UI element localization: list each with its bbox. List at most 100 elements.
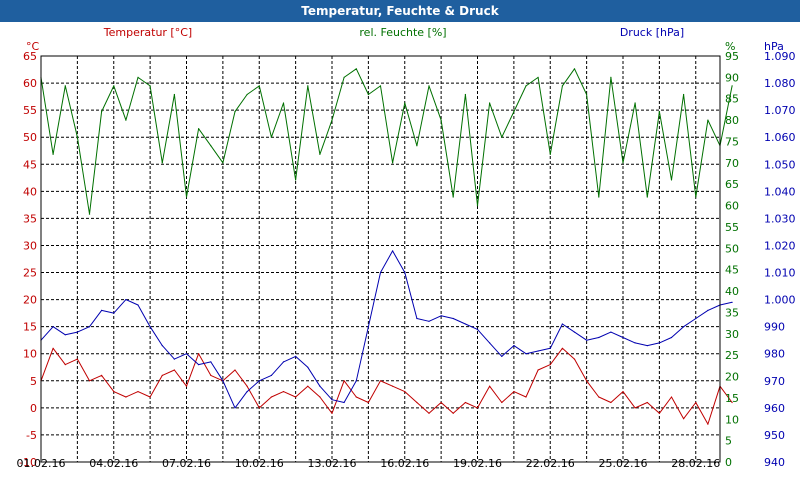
data-point-humidity-20 xyxy=(282,102,285,104)
data-point-temperature-35 xyxy=(464,401,466,404)
data-point-humidity-17 xyxy=(246,93,248,96)
humidity-tick-label-14: 70 xyxy=(725,157,739,170)
data-point-humidity-6 xyxy=(113,85,115,87)
data-point-pressure-17 xyxy=(246,391,248,393)
data-point-humidity-49 xyxy=(634,102,636,104)
data-point-temperature-51 xyxy=(658,412,661,414)
data-point-temperature-57 xyxy=(731,401,733,404)
x-tick-label-8: 25.02.16 xyxy=(599,457,648,470)
data-point-temperature-30 xyxy=(404,391,406,393)
data-point-humidity-48 xyxy=(622,162,624,164)
data-point-temperature-41 xyxy=(537,369,539,371)
data-point-humidity-51 xyxy=(658,111,661,113)
data-point-temperature-17 xyxy=(246,385,248,387)
data-point-temperature-45 xyxy=(586,380,588,382)
pressure-axis-label: Druck [hPa] xyxy=(620,26,684,39)
x-tick-label-9: 28.02.16 xyxy=(671,457,720,470)
x-tick-label-7: 22.02.16 xyxy=(526,457,575,470)
humidity-tick-label-1: 5 xyxy=(725,435,732,448)
data-point-humidity-24 xyxy=(331,119,333,121)
data-point-pressure-48 xyxy=(622,336,624,339)
data-point-temperature-12 xyxy=(185,385,188,387)
data-point-temperature-38 xyxy=(501,401,503,404)
data-point-pressure-43 xyxy=(561,323,564,325)
data-point-temperature-9 xyxy=(149,396,151,398)
data-point-humidity-25 xyxy=(343,76,345,78)
data-point-humidity-1 xyxy=(52,153,54,155)
data-point-temperature-19 xyxy=(270,396,272,398)
data-point-pressure-52 xyxy=(670,336,673,339)
data-point-pressure-4 xyxy=(88,326,91,328)
humidity-axis-label: rel. Feuchte [%] xyxy=(359,26,446,39)
pressure-tick-label-11: 1.050 xyxy=(764,158,796,171)
pressure-tick-label-7: 1.010 xyxy=(764,267,796,280)
series-points-temperature xyxy=(40,347,733,425)
humidity-tick-label-10: 50 xyxy=(725,242,739,255)
data-point-temperature-40 xyxy=(525,396,527,398)
data-point-humidity-22 xyxy=(307,85,309,87)
pressure-tick-label-2: 960 xyxy=(764,402,785,415)
humidity-tick-label-6: 30 xyxy=(725,328,739,341)
temp-tick-label-7: 25 xyxy=(23,267,37,280)
data-point-temperature-8 xyxy=(137,391,139,393)
x-tick-label-5: 16.02.16 xyxy=(380,457,429,470)
data-point-humidity-30 xyxy=(404,102,406,104)
chart-canvas: -10 -5 0 5 10 15 20 25 30 35 40 45 50 55 60 65 0 5 10 15 20 2… xyxy=(17,26,796,470)
data-point-temperature-25 xyxy=(343,380,345,382)
humidity-tick-label-9: 45 xyxy=(725,264,739,277)
data-point-humidity-26 xyxy=(355,68,357,70)
data-point-pressure-44 xyxy=(573,331,576,333)
x-tick-label-0: 01.02.16 xyxy=(17,457,66,470)
data-point-humidity-34 xyxy=(452,196,454,198)
humidity-tick-label-0: 0 xyxy=(725,456,732,469)
data-point-pressure-42 xyxy=(549,347,551,349)
data-point-pressure-2 xyxy=(64,334,66,336)
data-point-humidity-19 xyxy=(270,136,272,138)
pressure-tick-label-14: 1.080 xyxy=(764,77,796,90)
data-point-humidity-36 xyxy=(476,205,479,207)
data-point-temperature-26 xyxy=(355,396,357,398)
data-point-pressure-31 xyxy=(416,317,418,320)
series-line-pressure xyxy=(40,250,733,409)
data-point-humidity-8 xyxy=(137,76,139,78)
humidity-tick-label-11: 55 xyxy=(725,221,739,234)
data-point-temperature-22 xyxy=(307,385,309,387)
data-point-humidity-55 xyxy=(707,119,709,121)
series-line-humidity xyxy=(40,68,733,215)
humidity-tick-label-12: 60 xyxy=(725,200,739,213)
data-point-humidity-18 xyxy=(258,85,260,87)
data-point-humidity-41 xyxy=(537,76,539,78)
data-point-humidity-40 xyxy=(525,85,527,87)
data-point-temperature-7 xyxy=(125,396,127,398)
data-point-pressure-55 xyxy=(707,309,709,311)
data-point-temperature-10 xyxy=(161,374,163,376)
data-point-temperature-3 xyxy=(76,358,78,360)
data-point-humidity-52 xyxy=(670,179,673,181)
data-point-humidity-28 xyxy=(379,85,382,87)
data-point-temperature-20 xyxy=(282,391,285,393)
data-point-humidity-12 xyxy=(185,196,188,198)
data-point-temperature-48 xyxy=(622,391,624,393)
data-point-pressure-47 xyxy=(610,331,612,333)
temp-tick-label-12: 50 xyxy=(23,131,37,144)
data-point-pressure-50 xyxy=(646,345,648,347)
data-point-humidity-13 xyxy=(198,128,200,130)
x-tick-label-2: 07.02.16 xyxy=(162,457,211,470)
data-point-temperature-2 xyxy=(64,364,66,366)
data-point-temperature-5 xyxy=(101,374,103,376)
grid-lines xyxy=(41,56,720,462)
data-point-humidity-39 xyxy=(513,111,515,113)
data-point-temperature-4 xyxy=(88,380,91,382)
data-point-pressure-24 xyxy=(331,399,333,401)
pressure-tick-label-10: 1.040 xyxy=(764,185,796,198)
data-point-temperature-11 xyxy=(173,369,175,371)
humidity-tick-label-19: 95 xyxy=(725,50,739,63)
data-point-pressure-21 xyxy=(295,355,297,357)
pressure-tick-label-15: 1.090 xyxy=(764,50,796,63)
data-point-temperature-14 xyxy=(210,374,212,376)
data-point-humidity-45 xyxy=(586,93,588,96)
data-point-temperature-46 xyxy=(598,396,600,398)
data-point-humidity-3 xyxy=(76,136,78,138)
data-point-pressure-10 xyxy=(161,345,163,347)
data-point-humidity-15 xyxy=(222,162,224,164)
